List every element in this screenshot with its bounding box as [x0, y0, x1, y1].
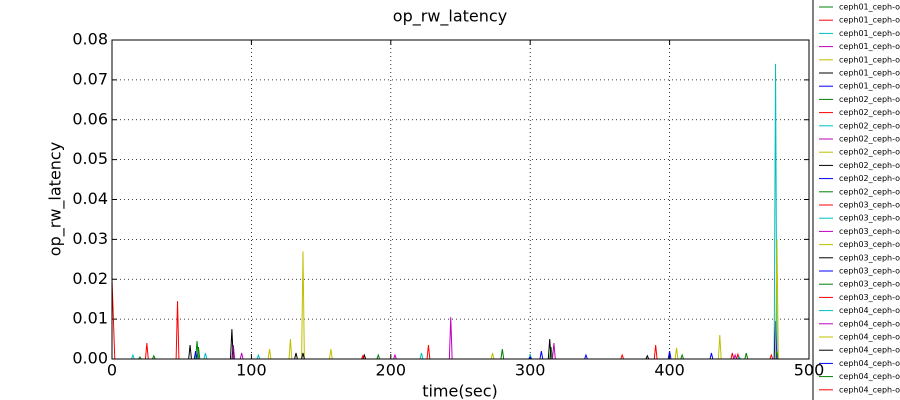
y-tick-label: 0.00 [72, 349, 108, 368]
legend-label: ceph02_ceph-o [839, 161, 900, 170]
series-line [112, 354, 782, 359]
series-line [112, 348, 782, 359]
series-line [112, 346, 782, 359]
chart-title: op_rw_latency [393, 7, 507, 27]
y-tick-label: 0.01 [72, 309, 108, 328]
y-tick-label: 0.04 [72, 189, 108, 208]
legend-label: ceph03_ceph-o [839, 253, 900, 262]
legend-label: ceph04_ceph-o [839, 319, 900, 328]
legend-label: ceph01_ceph-o [839, 42, 900, 51]
series-line [112, 353, 782, 359]
plot-frame [111, 39, 810, 360]
series-line [112, 341, 782, 359]
series-line [112, 339, 782, 359]
grid [111, 39, 810, 360]
legend-label: ceph02_ceph-o [839, 148, 900, 157]
legend-label: ceph03_ceph-o [839, 280, 900, 289]
series-line [112, 63, 782, 359]
legend-label: ceph02_ceph-o [839, 108, 900, 117]
legend-label: ceph02_ceph-o [839, 135, 900, 144]
series-line [112, 317, 782, 359]
legend-label: ceph04_ceph-o [839, 333, 900, 342]
legend-label: ceph04_ceph-o [839, 385, 900, 394]
legend-label: ceph01_ceph-o [839, 16, 900, 25]
legend-label: ceph02_ceph-o [839, 187, 900, 196]
series-line [112, 352, 782, 359]
x-tick-label: 200 [376, 361, 407, 380]
legend-label: ceph03_ceph-o [839, 267, 900, 276]
x-tick-label: 300 [515, 361, 546, 380]
series-line [112, 279, 782, 359]
series-line [112, 239, 782, 359]
series-line [112, 350, 782, 359]
y-tick-label: 0.05 [72, 149, 108, 168]
x-axis-label: time(sec) [422, 382, 498, 400]
legend-label: ceph01_ceph-o [839, 29, 900, 38]
x-tick-label: 0 [107, 361, 117, 380]
y-tick-label: 0.07 [72, 69, 108, 88]
legend: ceph01_ceph-oceph01_ceph-oceph01_ceph-oc… [812, 0, 900, 400]
legend-label: ceph03_ceph-o [839, 201, 900, 210]
series-line [112, 352, 782, 359]
plot-lines [112, 63, 782, 359]
series-line [112, 344, 782, 359]
series-line [112, 251, 782, 359]
y-tick-label: 0.02 [72, 269, 108, 288]
y-tick-label: 0.03 [72, 229, 108, 248]
series-line [112, 350, 782, 359]
legend-label: ceph01_ceph-o [839, 82, 900, 91]
series-line [112, 354, 782, 359]
series-line [112, 352, 782, 359]
y-tick-label: 0.06 [72, 109, 108, 128]
legend-label: ceph04_ceph-o [839, 359, 900, 368]
y-axis-label: op_rw_latency [46, 142, 66, 256]
legend-label: ceph04_ceph-o [839, 306, 900, 315]
legend-label: ceph02_ceph-o [839, 121, 900, 130]
legend-label: ceph01_ceph-o [839, 69, 900, 78]
legend-label: ceph03_ceph-o [839, 240, 900, 249]
y-tick-label: 0.08 [72, 30, 108, 49]
series-line [112, 352, 782, 359]
legend-label: ceph01_ceph-o [839, 55, 900, 64]
legend-label: ceph02_ceph-o [839, 174, 900, 183]
legend-label: ceph04_ceph-o [839, 372, 900, 381]
series-line [112, 353, 782, 359]
series-line [112, 356, 782, 359]
legend-label: ceph04_ceph-o [839, 346, 900, 355]
legend-box [812, 0, 900, 400]
legend-label: ceph03_ceph-o [839, 293, 900, 302]
series-line [112, 352, 782, 359]
series-line [112, 321, 782, 359]
x-tick-label: 400 [654, 361, 685, 380]
series-line [112, 353, 782, 359]
legend-label: ceph01_ceph-o [839, 3, 900, 12]
series-line [112, 347, 782, 359]
legend-label: ceph02_ceph-o [839, 95, 900, 104]
x-tick-label: 500 [794, 361, 825, 380]
legend-label: ceph03_ceph-o [839, 227, 900, 236]
series-line [112, 356, 782, 359]
series-line [112, 343, 782, 359]
x-tick-label: 100 [236, 361, 267, 380]
series-line [112, 329, 782, 359]
legend-label: ceph03_ceph-o [839, 214, 900, 223]
